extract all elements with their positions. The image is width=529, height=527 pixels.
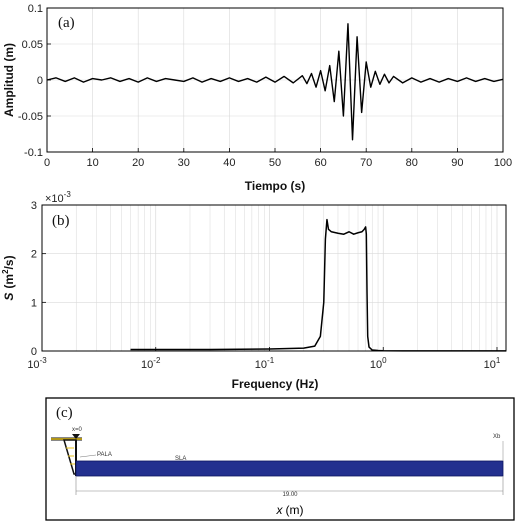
panel-b-spectrum-line — [130, 218, 506, 352]
panel-b-grid — [41, 204, 506, 352]
panel-a-x-tick-label: 70 — [360, 157, 372, 169]
paddle-label: PALA — [97, 452, 112, 458]
panel-b-ylabel-unit-b: /s) — [2, 255, 16, 269]
panel-b-y-tick-label: 0 — [31, 346, 37, 358]
origin-marker-icon — [72, 434, 80, 439]
panel-a-x-tick-label: 90 — [451, 157, 463, 169]
panel-a-label: (a) — [58, 15, 75, 31]
panel-b-y-tick-label: 2 — [31, 249, 37, 261]
panel-a-x-tick-label: 100 — [494, 157, 512, 169]
panel-b-frame — [41, 204, 507, 352]
panel-b-multiplier-base: ×10 — [45, 193, 64, 205]
panel-a-x-ticks: 0 10 20 30 40 50 60 70 80 90 100 — [44, 148, 512, 169]
panel-b-y-multiplier: ×10-3 — [45, 190, 71, 205]
panel-b-ylabel-symbol: S — [2, 293, 16, 301]
diagram-x-axis-label: x (m) — [276, 503, 304, 517]
panel-b-label: (b) — [52, 213, 70, 229]
panel-b-x-tick-base: 10 — [255, 359, 267, 371]
panel-a-chart: 0 10 20 30 40 50 60 70 80 90 100 0.1 0.05 0 -0.05 -0.1… — [2, 3, 512, 193]
end-label: Xb — [493, 434, 501, 440]
panel-a-x-tick-label: 80 — [406, 157, 418, 169]
panel-b-x-tick-exp: 0 — [382, 356, 387, 365]
diagram-panel-label: (c) — [56, 405, 73, 421]
slope-label: SLA — [175, 456, 186, 462]
panel-b-x-tick-base: 10 — [370, 359, 382, 371]
panel-b-ylabel-unit-a: (m — [2, 274, 16, 289]
panel-a-x-tick-label: 40 — [223, 157, 235, 169]
panel-b-x-tick-label: 100 — [370, 356, 387, 371]
panel-b-x-tick-exp: -1 — [267, 356, 275, 365]
panel-a-x-tick-label: 0 — [44, 157, 50, 169]
dimension-label: 19.00 — [282, 492, 298, 498]
panel-b-y-tick-label: 1 — [31, 297, 37, 309]
panel-a-x-tick-label: 60 — [314, 157, 326, 169]
dimension-line — [75, 476, 504, 495]
panel-b-xlabel: Frequency (Hz) — [232, 377, 319, 391]
panel-a-y-tick-label: 0.1 — [28, 3, 43, 15]
channel-diagram: (c) x=0 PALA SLA Xb 19.00 x (m) — [45, 397, 515, 521]
panel-b-x-tick-label: 10-1 — [255, 356, 275, 371]
paddle-leader-line — [79, 454, 97, 458]
panel-b-x-tick-exp: 1 — [496, 356, 501, 365]
panel-a-y-ticks: 0.1 0.05 0 -0.05 -0.1 — [18, 3, 51, 159]
panel-b-y-tick-label: 3 — [31, 200, 37, 212]
panel-a-x-tick-label: 10 — [86, 157, 98, 169]
panel-b-multiplier-exp: -3 — [64, 190, 72, 199]
diagram-x-var: x — [276, 503, 284, 517]
panel-b-x-ticks: 10-3 10-2 10-1 100 101 — [27, 347, 501, 371]
panel-a-x-tick-label: 20 — [132, 157, 144, 169]
panel-a-x-tick-label: 30 — [178, 157, 190, 169]
panel-a-y-tick-label: -0.05 — [18, 111, 43, 123]
panel-a-x-tick-label: 50 — [269, 157, 281, 169]
panel-b-x-tick-exp: -2 — [153, 356, 161, 365]
panel-b-x-tick-base: 10 — [484, 359, 496, 371]
origin-label: x=0 — [72, 427, 83, 433]
panel-a-y-tick-label: 0 — [37, 75, 43, 87]
panel-b-x-tick-exp: -3 — [40, 356, 48, 365]
panel-b-ylabel-exp: 2 — [1, 269, 10, 274]
panel-a-xlabel: Tiempo (s) — [245, 179, 305, 193]
diagram-x-unit: (m) — [286, 503, 304, 517]
panel-b-x-tick-label: 101 — [484, 356, 501, 371]
panel-b-y-ticks: 3 2 1 0 — [31, 200, 46, 358]
panel-a-y-tick-label: 0.05 — [22, 39, 43, 51]
channel-water — [75, 460, 504, 477]
panel-a-y-tick-label: -0.1 — [24, 147, 43, 159]
panel-b-x-tick-base: 10 — [27, 359, 39, 371]
panel-a-series — [46, 23, 504, 141]
panel-b-x-tick-label: 10-3 — [27, 356, 47, 371]
diagram-frame — [45, 397, 515, 521]
panel-b-x-tick-label: 10-2 — [141, 356, 161, 371]
panel-a-ylabel: Amplitud (m) — [2, 43, 16, 117]
panel-a-elevation-line — [46, 23, 504, 141]
panel-b-ylabel: S (m2/s) — [1, 255, 16, 300]
panel-b-series — [130, 218, 506, 352]
panel-b-x-tick-base: 10 — [141, 359, 153, 371]
